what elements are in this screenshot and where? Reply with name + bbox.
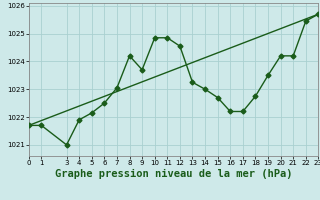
X-axis label: Graphe pression niveau de la mer (hPa): Graphe pression niveau de la mer (hPa) [55, 169, 292, 179]
